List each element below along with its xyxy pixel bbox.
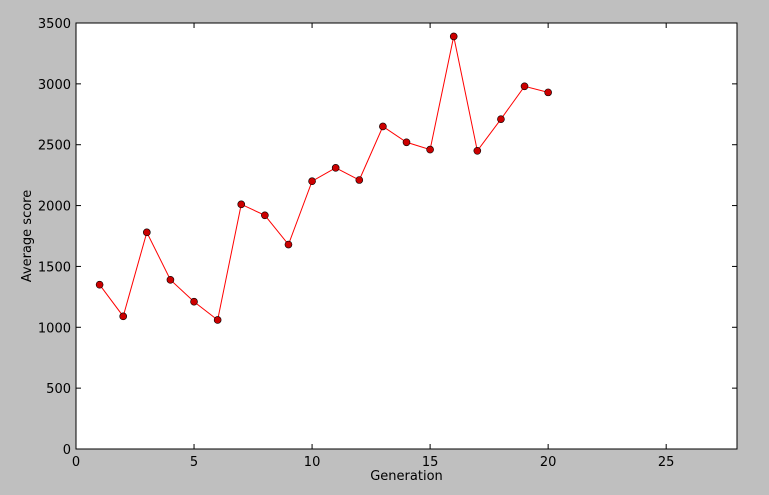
x-tick-label: 15 xyxy=(422,455,439,470)
data-point xyxy=(95,280,104,289)
data-point xyxy=(143,228,151,237)
x-tick-label: 25 xyxy=(658,455,675,470)
x-tick-label: 20 xyxy=(540,455,557,470)
series-line xyxy=(99,36,549,321)
data-point xyxy=(355,176,364,184)
y-tick-label: 3500 xyxy=(38,17,71,32)
data-point xyxy=(520,82,529,91)
x-axis: 0 5 10 15 20 25 xyxy=(72,23,675,470)
y-axis: 0 500 1000 1500 2000 2500 3000 3500 xyxy=(38,17,737,458)
x-tick-label: 5 xyxy=(190,455,198,470)
data-point xyxy=(497,115,505,123)
data-point xyxy=(308,177,316,186)
data-point xyxy=(190,297,198,306)
data-point xyxy=(473,147,482,155)
data-point xyxy=(237,200,246,209)
y-tick-label: 3000 xyxy=(38,78,71,93)
y-tick-label: 2500 xyxy=(38,139,71,154)
y-tick-label: 500 xyxy=(46,382,71,397)
data-point xyxy=(331,164,340,172)
data-point xyxy=(284,240,293,249)
data-point xyxy=(119,312,128,321)
data-point xyxy=(402,138,411,147)
plot-area xyxy=(75,22,738,450)
data-point xyxy=(544,88,552,97)
data-point xyxy=(166,276,175,284)
y-tick-label: 1500 xyxy=(38,260,71,275)
data-point xyxy=(379,122,387,131)
data-point xyxy=(213,316,222,324)
x-tick-label: 0 xyxy=(72,455,80,470)
x-axis-label: Generation xyxy=(370,469,443,484)
data-point xyxy=(449,32,458,41)
x-tick-label: 10 xyxy=(304,455,321,470)
y-tick-label: 2000 xyxy=(38,200,71,215)
series-layer xyxy=(95,32,552,324)
y-axis-label: Average score xyxy=(20,190,35,282)
y-tick-label: 1000 xyxy=(38,321,71,336)
y-tick-label: 0 xyxy=(63,443,71,458)
data-point xyxy=(426,145,434,154)
data-point xyxy=(261,211,269,220)
